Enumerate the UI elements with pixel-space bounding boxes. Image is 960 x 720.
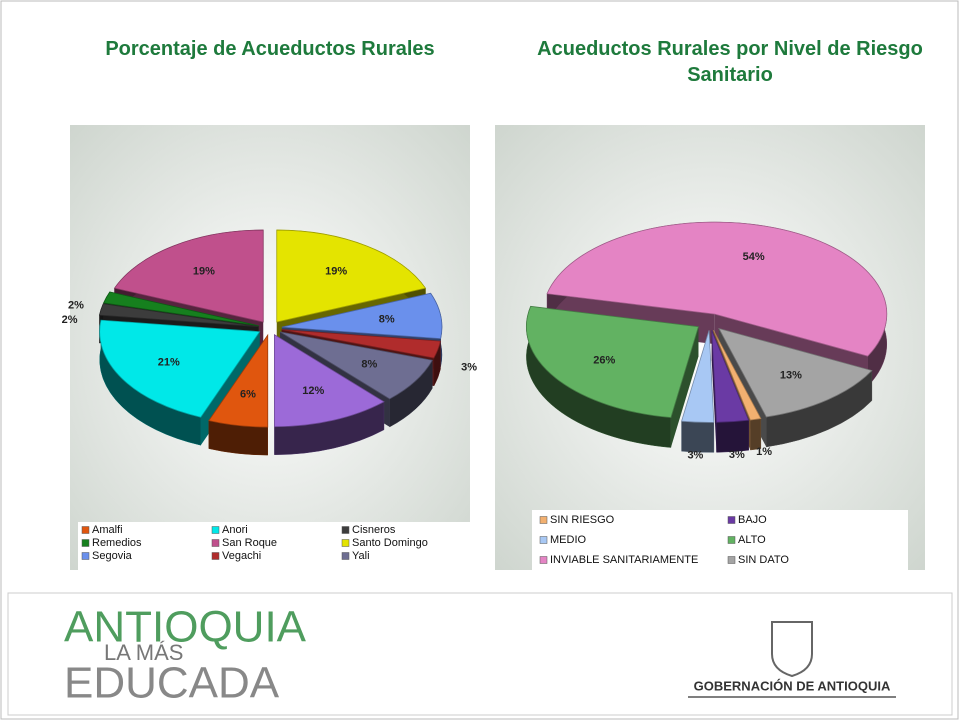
legend-label: Vegachi	[222, 550, 261, 562]
pie-slice	[103, 291, 259, 327]
brand-text: ANTIOQUIA	[64, 603, 307, 652]
pie-slice	[713, 329, 762, 421]
pie-slice	[98, 303, 259, 328]
data-label: 6%	[240, 389, 256, 401]
data-label: 8%	[361, 358, 377, 370]
pie-slice	[718, 327, 873, 418]
legend-label: Cisneros	[352, 524, 396, 536]
brand-text: LA MÁS	[104, 640, 183, 665]
legend-swatch	[539, 516, 548, 524]
legend-swatch	[727, 536, 736, 544]
pie-slice	[546, 221, 888, 357]
pie-slice	[681, 330, 715, 423]
legend-label: Santo Domingo	[352, 537, 428, 549]
pie-slice	[99, 319, 261, 418]
legend-swatch	[539, 556, 548, 564]
data-label: 2%	[62, 314, 78, 326]
pie-slice	[113, 229, 264, 323]
legend-label: Remedios	[92, 537, 142, 549]
legend-swatch	[81, 552, 90, 560]
legend: SIN RIESGO BAJO MEDIO ALTO INVIABLE SANITARI…	[532, 510, 908, 570]
data-label: 54%	[743, 251, 765, 263]
legend-label: Segovia	[92, 550, 133, 562]
legend-swatch	[727, 516, 736, 524]
legend-box	[78, 522, 470, 570]
pie-tops	[98, 229, 443, 428]
brand-text: EDUCADA	[64, 659, 280, 708]
legend-label: ALTO	[738, 534, 766, 546]
slice-side	[681, 420, 715, 453]
chart-title: Acueductos Rurales por Nivel de Riesgo S…	[537, 38, 923, 86]
pie-slice	[281, 329, 441, 359]
legend-swatch	[211, 552, 220, 560]
data-label: 3%	[687, 449, 703, 461]
data-label: 2%	[68, 300, 84, 312]
legend-label: INVIABLE SANITARIAMENTE	[550, 554, 698, 566]
data-label: 3%	[461, 362, 477, 374]
legend-label: BAJO	[738, 514, 767, 526]
data-label: 19%	[193, 266, 215, 278]
shield-icon	[771, 621, 813, 678]
data-label: 1%	[756, 446, 772, 458]
data-label: 21%	[158, 356, 180, 368]
legend-swatch	[539, 536, 548, 544]
data-labels: 54% 26% 13% 1% 3% 3%	[593, 251, 802, 461]
footer: ANTIOQUIA LA MÁS EDUCADA GOBERNACIÓN DE …	[7, 592, 953, 716]
pie-slice	[526, 305, 699, 418]
chart-title: Porcentaje de Acueductos Rurales	[105, 38, 435, 60]
data-label: 26%	[593, 355, 615, 367]
footer-box	[7, 592, 953, 716]
legend-swatch	[341, 539, 350, 547]
legend-label: SIN RIESGO	[550, 514, 615, 526]
data-label: 8%	[379, 313, 395, 325]
pie-tops	[526, 221, 888, 423]
legend-label: MEDIO	[550, 534, 587, 546]
legend-swatch	[727, 556, 736, 564]
legend-swatch	[341, 526, 350, 534]
legend-label: Yali	[352, 550, 370, 562]
pie-slice	[274, 333, 385, 428]
legend-box	[532, 510, 908, 570]
pie-slice	[279, 331, 433, 400]
pie-slice	[208, 333, 269, 428]
slice-side	[716, 419, 749, 453]
data-label: 13%	[780, 369, 802, 381]
data-labels: 19% 19% 2% 2% 8% 3% 21% 8% 12% 6%	[62, 266, 478, 401]
legend: Amalfi Anori Cisneros Remedios San Roque Sant…	[78, 522, 470, 570]
government-text: GOBERNACIÓN DE ANTIOQUIA	[694, 678, 891, 693]
legend-label: SIN DATO	[738, 554, 789, 566]
legend-label: San Roque	[222, 537, 277, 549]
pie-slice	[276, 229, 427, 323]
pie-slice	[711, 330, 750, 423]
legend-swatch	[211, 526, 220, 534]
pie-slice	[281, 292, 443, 340]
legend-swatch	[341, 552, 350, 560]
legend-label: Amalfi	[92, 524, 123, 536]
legend-swatch	[81, 526, 90, 534]
slice-wall	[670, 326, 699, 448]
data-label: 12%	[302, 385, 324, 397]
legend-label: Anori	[222, 524, 248, 536]
data-label: 3%	[729, 449, 745, 461]
data-label: 19%	[325, 266, 347, 278]
legend-swatch	[81, 539, 90, 547]
legend-swatch	[211, 539, 220, 547]
